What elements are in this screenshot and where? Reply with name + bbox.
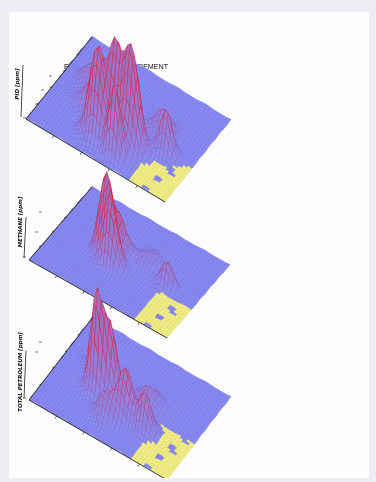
z-axis: [23, 217, 27, 259]
y-axis: [28, 186, 93, 261]
y-axis: [28, 316, 94, 401]
chart-panel: ECOPROBE 5 MEASUREMENT PID [ppm]METHANE …: [9, 12, 369, 478]
z-axis: [23, 350, 27, 399]
total-petroleum-z-label: TOTAL PETROLEUM [ppm]: [18, 332, 24, 412]
surface-plots: PID [ppm] METHANE [ppm] TOTAL PETROLEUM [p…: [15, 35, 232, 478]
pid-axes: [20, 36, 166, 203]
methane-z-label: METHANE [ppm]: [18, 196, 24, 247]
total-petroleum-surface: TOTAL PETROLEUM [ppm]: [18, 287, 232, 478]
z-axis: [20, 64, 24, 118]
x-axis: [28, 399, 165, 478]
pid-surface: PID [ppm]: [15, 35, 232, 203]
methane-surface: METHANE [ppm]: [18, 171, 231, 339]
pid-z-label: PID [ppm]: [15, 68, 21, 100]
y-axis: [25, 36, 93, 120]
total-petroleum-axes: [23, 316, 165, 478]
x-axis: [25, 118, 166, 203]
